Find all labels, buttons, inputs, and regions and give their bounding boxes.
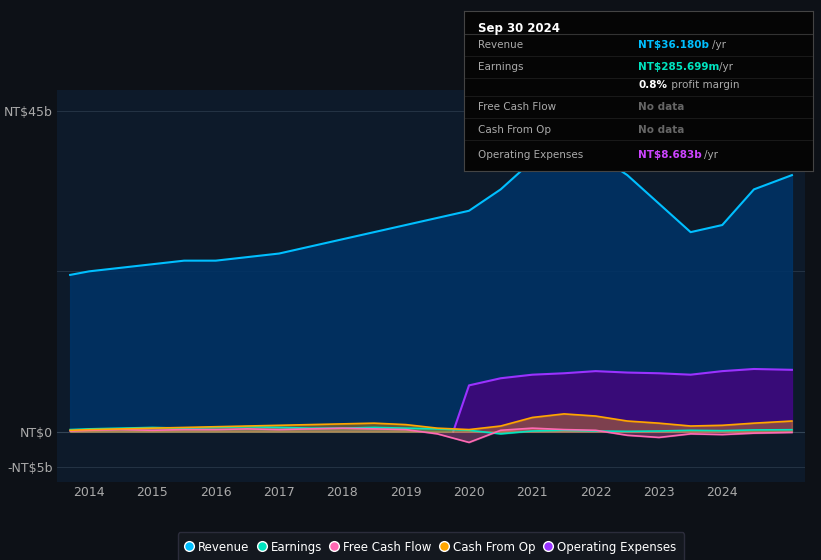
Text: No data: No data (639, 102, 685, 112)
Text: No data: No data (639, 124, 685, 134)
Text: profit margin: profit margin (667, 80, 739, 90)
Text: 0.8%: 0.8% (639, 80, 667, 90)
Text: NT$8.683b: NT$8.683b (639, 150, 702, 160)
Text: Free Cash Flow: Free Cash Flow (478, 102, 556, 112)
Text: Operating Expenses: Operating Expenses (478, 150, 583, 160)
Text: /yr: /yr (704, 150, 718, 160)
Text: NT$285.699m: NT$285.699m (639, 62, 720, 72)
Text: Cash From Op: Cash From Op (478, 124, 551, 134)
Text: Earnings: Earnings (478, 62, 523, 72)
Legend: Revenue, Earnings, Free Cash Flow, Cash From Op, Operating Expenses: Revenue, Earnings, Free Cash Flow, Cash … (178, 533, 684, 560)
Text: Revenue: Revenue (478, 40, 523, 50)
Text: NT$36.180b: NT$36.180b (639, 40, 709, 50)
Text: /yr: /yr (712, 40, 726, 50)
Text: /yr: /yr (719, 62, 733, 72)
Text: Sep 30 2024: Sep 30 2024 (478, 22, 560, 35)
